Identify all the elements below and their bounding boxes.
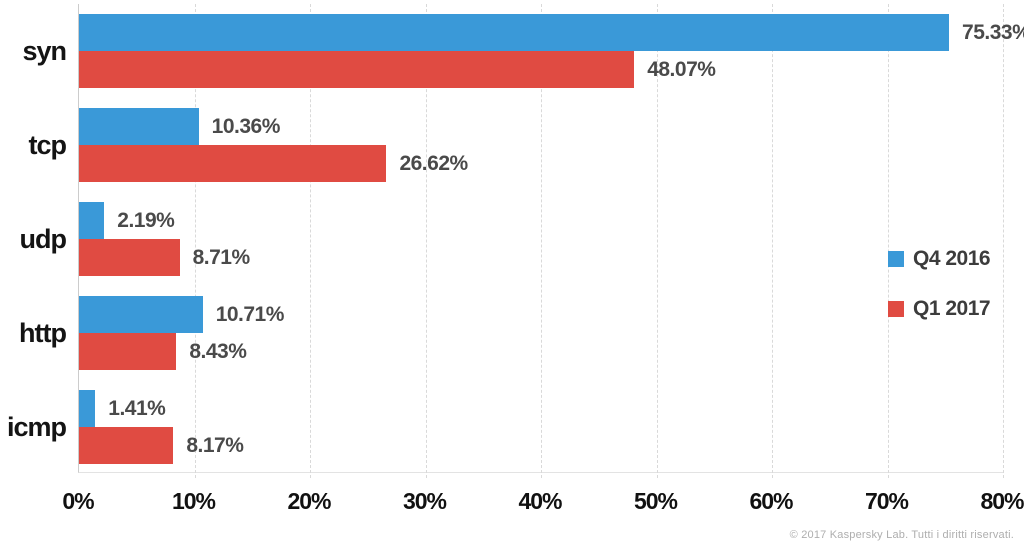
bar-q1-2017-udp — [79, 239, 180, 276]
value-label-q4-2016-icmp: 1.41% — [108, 397, 166, 420]
x-tick-70-: 70% — [864, 488, 909, 514]
category-label-tcp: tcp — [28, 130, 68, 160]
legend-swatch-q1-2017 — [888, 301, 904, 317]
gridline-30- — [425, 4, 427, 478]
legend-item-q4-2016: Q4 2016 — [888, 247, 991, 270]
value-label-q4-2016-tcp: 10.36% — [211, 115, 281, 138]
bar-q4-2016-icmp — [79, 390, 96, 427]
bar-q4-2016-syn — [79, 14, 950, 51]
value-label-q1-2017-http: 8.43% — [189, 340, 247, 363]
x-tick-10-: 10% — [171, 488, 216, 514]
legend: Q4 2016 Q1 2017 — [888, 247, 991, 348]
category-label-udp: udp — [19, 224, 67, 254]
gridline-80- — [1003, 4, 1004, 478]
bar-q1-2017-http — [79, 333, 177, 370]
value-label-q1-2017-icmp: 8.17% — [186, 434, 244, 457]
value-label-q1-2017-tcp: 26.62% — [399, 152, 468, 175]
bar-q1-2017-syn — [79, 51, 635, 88]
category-label-http: http — [19, 318, 67, 348]
x-tick-30-: 30% — [402, 488, 447, 514]
bar-q4-2016-tcp — [79, 108, 199, 145]
bar-q1-2017-tcp — [79, 145, 387, 182]
x-tick-40-: 40% — [518, 488, 562, 514]
copyright-text: © 2017 Kaspersky Lab. Tutti i diritti ri… — [789, 529, 1014, 541]
legend-item-q1-2017: Q1 2017 — [888, 297, 991, 320]
bar-q4-2016-http — [79, 296, 203, 333]
bar-q4-2016-udp — [79, 202, 105, 239]
value-label-q1-2017-syn: 48.07% — [647, 58, 716, 81]
x-tick-80-: 80% — [980, 488, 1024, 514]
legend-label-q4-2016: Q4 2016 — [913, 247, 991, 270]
gridline-70- — [887, 4, 889, 478]
x-tick-20-: 20% — [287, 488, 331, 514]
legend-label-q1-2017: Q1 2017 — [913, 297, 991, 320]
x-tick-60-: 60% — [749, 488, 793, 514]
category-label-syn: syn — [22, 36, 67, 66]
x-tick-50-: 50% — [633, 488, 678, 514]
plot-area: 75.33% 48.07% 10.36% 26.62% 2.19% 8.71% 10.71%… — [78, 4, 1024, 478]
value-label-q4-2016-http: 10.71% — [215, 303, 285, 326]
gridline-40- — [541, 4, 542, 478]
gridline-10- — [194, 4, 196, 478]
value-label-q4-2016-udp: 2.19% — [117, 209, 175, 232]
value-label-q4-2016-syn: 75.33% — [962, 21, 1024, 44]
gridline-20- — [310, 4, 311, 478]
gridline-60- — [772, 4, 773, 478]
legend-swatch-q4-2016 — [888, 251, 904, 267]
category-label-icmp: icmp — [6, 412, 67, 442]
bar-q1-2017-icmp — [79, 427, 174, 464]
value-label-q1-2017-udp: 8.71% — [192, 246, 251, 269]
gridline-50- — [656, 4, 658, 478]
x-tick-0-: 0% — [62, 488, 94, 514]
